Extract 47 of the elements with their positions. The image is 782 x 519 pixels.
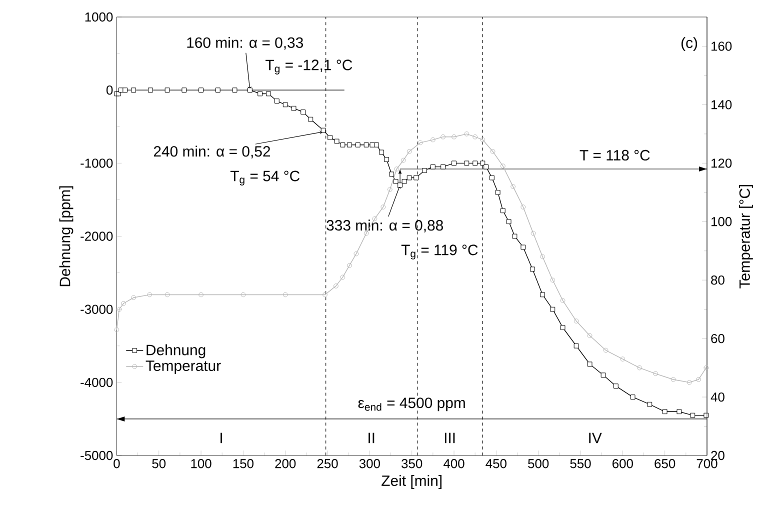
x-tick-label: 550 — [570, 459, 591, 468]
y-tick-label: -2000 — [80, 232, 113, 241]
annotation: T$_{g}$ = -12,1 °C — [266, 60, 352, 74]
x-tick-label: 300 — [359, 459, 380, 468]
annotation: T$_{g}$ = 119 °C — [401, 244, 478, 260]
y2-tick-label: 100 — [712, 217, 732, 226]
annotation: 240 min: α = 0,52 — [154, 146, 270, 158]
annotation: 333 min: α = 0,88 — [326, 220, 443, 232]
y-tick-label: -3000 — [80, 304, 113, 314]
y-axis-title: Dehnung [ppm] — [59, 186, 74, 286]
x-tick-label: 350 — [402, 459, 422, 468]
y2-tick-label: 120 — [712, 158, 732, 168]
ref-line-label: T = 118 °C — [580, 150, 650, 161]
annotation: ε$_{end}$ = 4500 ppm — [358, 398, 465, 412]
y-tick-label: -4000 — [80, 378, 113, 387]
x-tick-label: 600 — [612, 459, 633, 468]
annotation: I — [220, 432, 222, 444]
x-tick-label: 250 — [317, 459, 338, 468]
x-tick-label: 200 — [275, 459, 296, 468]
y2-tick-label: 60 — [711, 334, 724, 344]
y-tick-label: -5000 — [80, 450, 113, 460]
y-tick-label: 0 — [106, 85, 113, 95]
y2-tick-label: 40 — [710, 392, 724, 402]
x-tick-label: 400 — [444, 459, 464, 468]
annotation: (c) — [682, 37, 698, 51]
legend-label: Temperatur — [146, 360, 221, 374]
annotation: T$_{g}$ = 54 °C — [230, 170, 300, 186]
x-tick-label: 100 — [191, 459, 212, 468]
y2-tick-label: 20 — [711, 450, 724, 460]
annotation: IV — [589, 432, 602, 444]
legend-label: Dehnung — [146, 344, 206, 358]
x-axis-title: Zeit [min] — [382, 475, 442, 489]
x-tick-label: 150 — [233, 459, 254, 468]
annotation: III — [444, 432, 455, 444]
x-tick-label: 650 — [654, 459, 676, 468]
annotation: 160 min: α = 0,33 — [187, 36, 303, 50]
y2-tick-label: 80 — [711, 276, 724, 285]
y-tick-label: 1000 — [85, 12, 113, 22]
x-tick-label: 450 — [486, 459, 506, 468]
x-tick-label: 500 — [528, 459, 549, 468]
x-tick-label: 50 — [152, 459, 166, 468]
y2-tick-label: 160 — [712, 42, 732, 51]
x-tick-label: 0 — [114, 459, 120, 468]
y2-axis-title: Temperatur [°C] — [738, 184, 753, 288]
y-tick-label: -1000 — [80, 158, 113, 168]
y2-tick-label: 140 — [712, 100, 732, 110]
annotation: II — [368, 432, 374, 444]
